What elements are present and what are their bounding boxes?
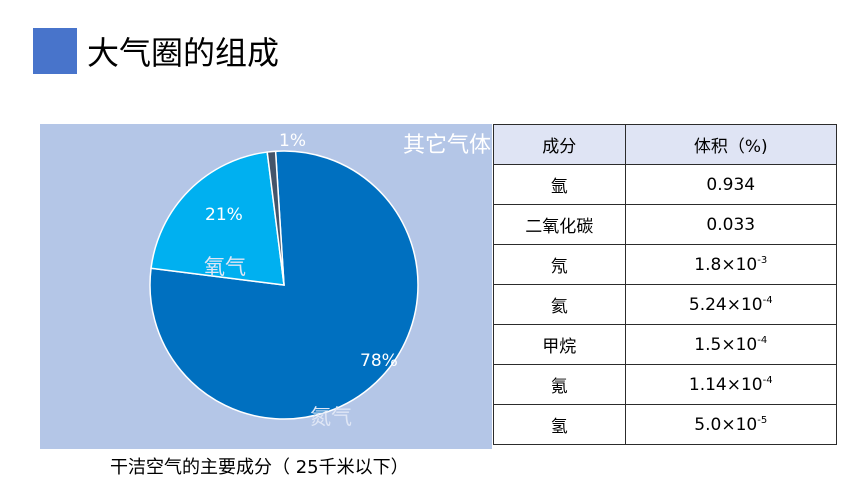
- volume-exponent: -4: [762, 374, 773, 386]
- volume-base: 5.24×10: [688, 294, 763, 315]
- volume-value: 5.24×10-4: [624, 284, 838, 325]
- slice-name-label: 其它气体: [403, 133, 491, 158]
- component-name: 氪: [493, 364, 626, 405]
- component-name: 二氧化碳: [493, 204, 626, 245]
- table-row: 氩 0.934: [493, 164, 838, 205]
- page-title: 大气圈的组成: [87, 34, 280, 72]
- component-name: 氦: [493, 284, 626, 325]
- slice-name-label: 氮气: [310, 405, 352, 429]
- volume-base: 1.5×10: [694, 334, 758, 355]
- table-body: 氩 0.934 二氧化碳 0.033 氖 1.8×10-3 氦 5.24×10-4 甲烷 1.5×…: [493, 164, 838, 445]
- component-name: 氢: [493, 404, 626, 445]
- volume-base: 5.0×10: [694, 414, 758, 435]
- component-name: 甲烷: [493, 324, 626, 365]
- volume-value: 1.14×10-4: [624, 364, 838, 405]
- volume-value: 1.8×10-3: [624, 244, 838, 285]
- table-header-row: 成分 体积（%): [493, 124, 838, 165]
- volume-value: 5.0×10-5: [624, 404, 838, 445]
- table-row: 二氧化碳 0.033: [493, 204, 838, 245]
- slice-value-label: 21%: [205, 205, 243, 225]
- component-name: 氩: [493, 164, 626, 205]
- table-row: 氪 1.14×10-4: [493, 364, 838, 405]
- header-component: 成分: [493, 124, 626, 165]
- volume-exponent: -5: [757, 414, 768, 426]
- volume-exponent: -3: [757, 254, 768, 266]
- component-name: 氖: [493, 244, 626, 285]
- pie-slice: [266, 150, 285, 286]
- volume-value: 1.5×10-4: [624, 324, 838, 365]
- pie-chart: 78% 氮气 21% 氧气 1% 其它气体: [40, 124, 492, 449]
- slice-value-label: 78%: [360, 351, 398, 371]
- header-volume: 体积（%): [624, 124, 838, 165]
- composition-table: 成分 体积（%) 氩 0.934 二氧化碳 0.033 氖 1.8×10-3 氦 5.24×1…: [493, 124, 838, 445]
- volume-exponent: -4: [762, 294, 773, 306]
- slice-value-label: 1%: [279, 131, 306, 151]
- table-row: 氢 5.0×10-5: [493, 404, 838, 445]
- table-row: 氦 5.24×10-4: [493, 284, 838, 325]
- title-accent-bar: [33, 28, 77, 74]
- volume-value: 0.934: [624, 164, 838, 205]
- pie-slice: [150, 151, 285, 286]
- volume-base: 0.033: [706, 214, 756, 235]
- table-row: 氖 1.8×10-3: [493, 244, 838, 285]
- volume-base: 0.934: [706, 174, 756, 195]
- volume-base: 1.14×10: [688, 374, 763, 395]
- volume-base: 1.8×10: [694, 254, 758, 275]
- pie-chart-panel: 78% 氮气 21% 氧气 1% 其它气体: [40, 124, 492, 449]
- slice-name-label: 氧气: [204, 255, 246, 279]
- table-row: 甲烷 1.5×10-4: [493, 324, 838, 365]
- volume-exponent: -4: [757, 334, 768, 346]
- volume-value: 0.033: [624, 204, 838, 245]
- chart-caption: 干洁空气的主要成分（ 25千米以下）: [110, 457, 409, 478]
